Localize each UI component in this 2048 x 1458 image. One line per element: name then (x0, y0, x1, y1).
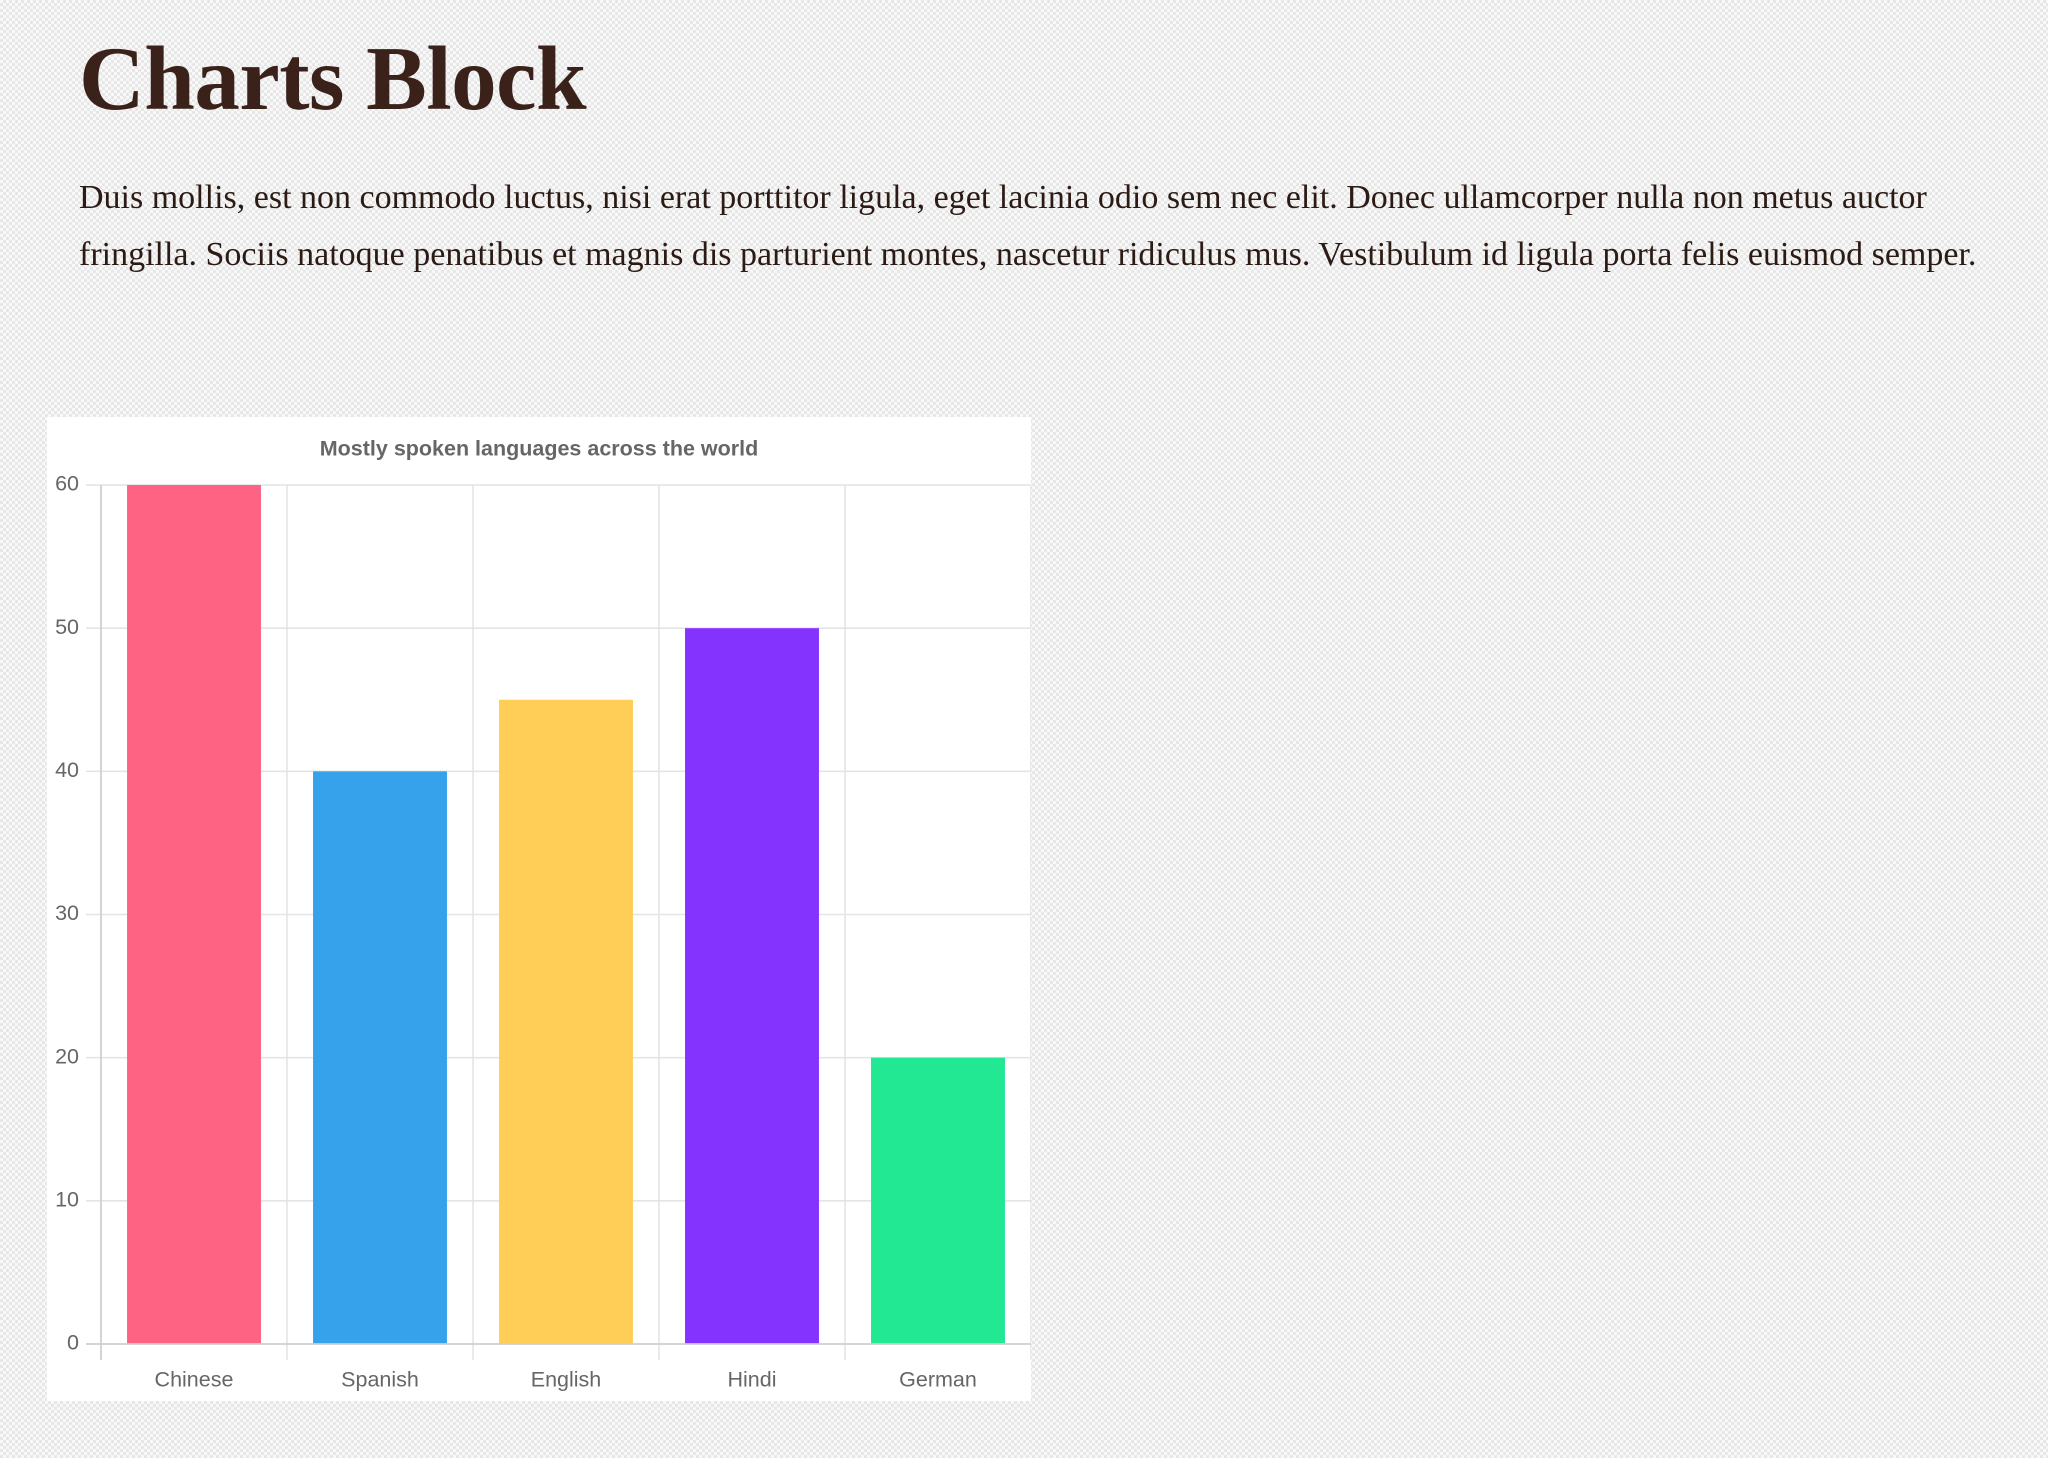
intro-paragraph: Duis mollis, est non commodo luctus, nis… (79, 179, 1977, 273)
y-tick-label: 40 (55, 758, 79, 782)
y-tick-label: 50 (55, 615, 79, 639)
x-axis-labels: Chinese Spanish English Hindi German (155, 1368, 977, 1392)
bar-english[interactable] (499, 699, 633, 1344)
chart-bars (127, 485, 1005, 1344)
x-tick-label: Spanish (341, 1368, 419, 1392)
x-tick-label: English (531, 1368, 602, 1392)
bar-chart: Mostly spoken languages across the world… (47, 417, 1031, 1401)
chart-canvas: Mostly spoken languages across the world… (55, 437, 1031, 1392)
bar-german[interactable] (871, 1057, 1005, 1344)
page-title: Charts Block (79, 28, 587, 129)
bar-spanish[interactable] (313, 771, 447, 1344)
x-tick-label: Hindi (728, 1368, 777, 1392)
bar-hindi[interactable] (685, 628, 819, 1344)
bar-chinese[interactable] (127, 485, 261, 1344)
x-tick-label: German (899, 1368, 977, 1392)
y-tick-label: 20 (55, 1044, 79, 1068)
y-tick-label: 0 (67, 1331, 79, 1355)
y-tick-label: 10 (55, 1188, 79, 1212)
y-axis-labels: 0 10 20 30 40 50 60 (55, 472, 79, 1355)
y-tick-label: 60 (55, 472, 79, 496)
x-tick-label: Chinese (155, 1368, 234, 1392)
chart-title: Mostly spoken languages across the world (320, 437, 758, 461)
chart-axes (86, 485, 1031, 1360)
y-tick-label: 30 (55, 901, 79, 925)
